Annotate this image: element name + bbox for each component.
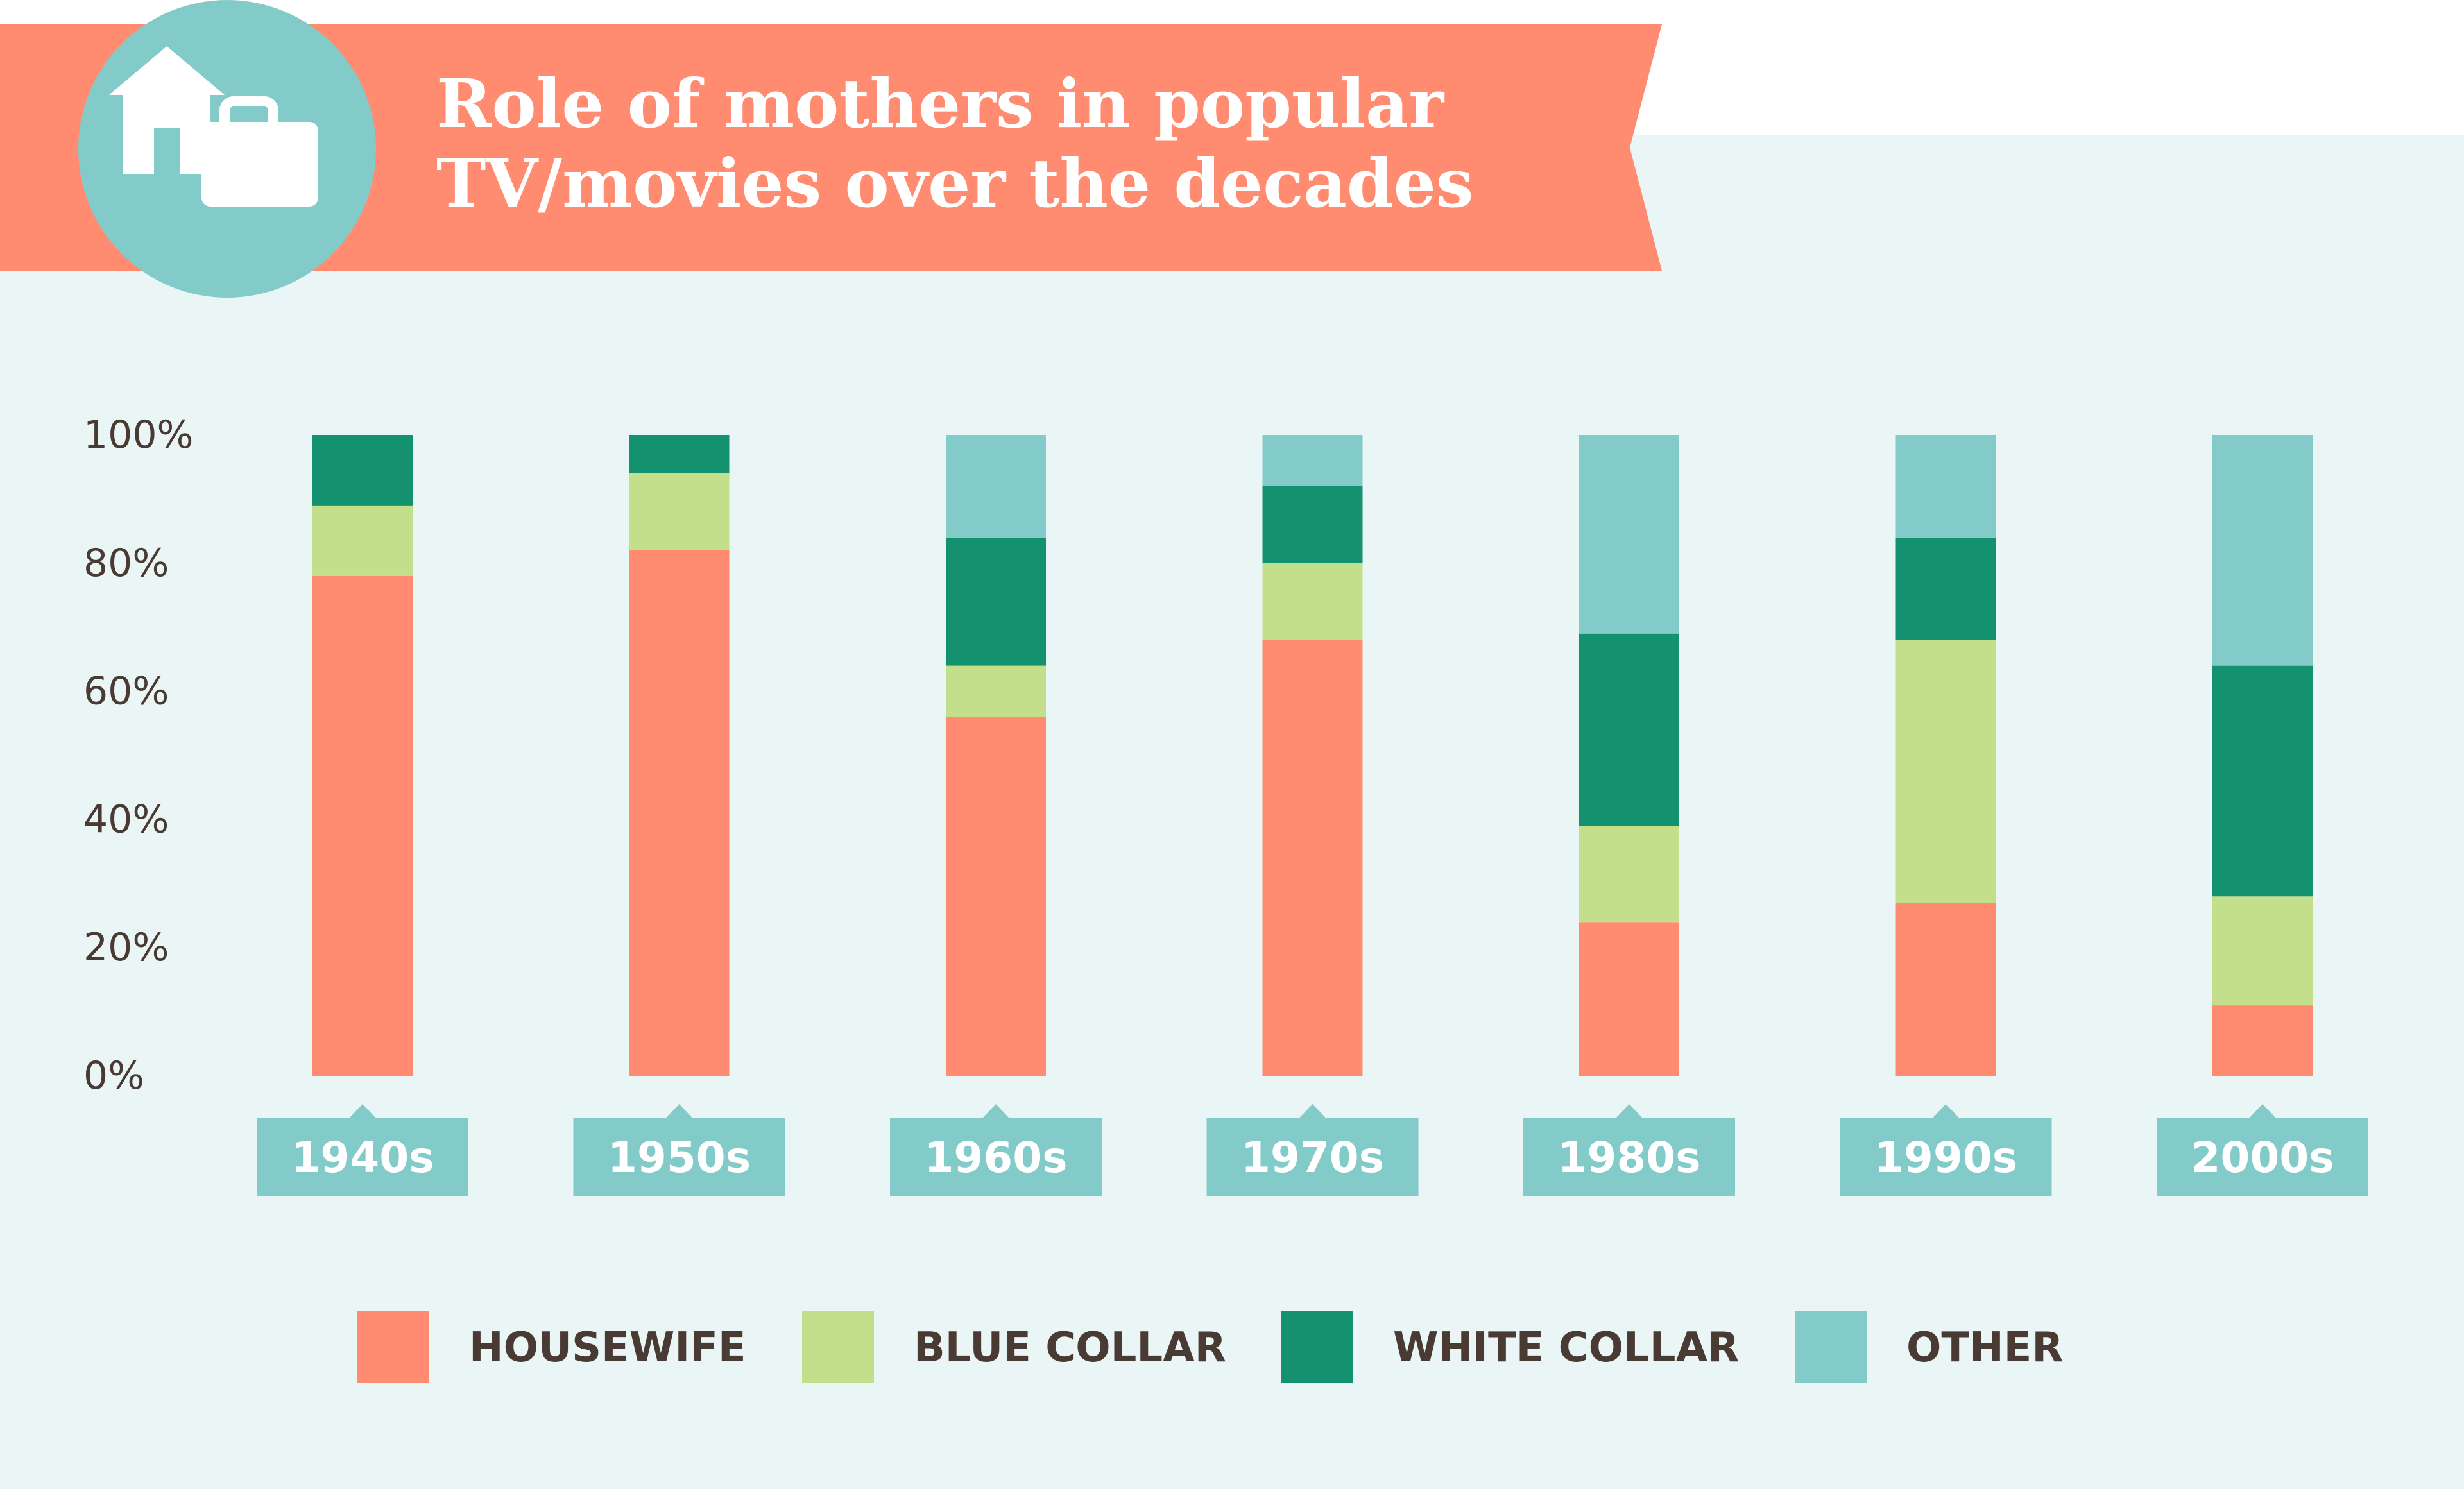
legend-swatch — [802, 1311, 874, 1383]
bar-1990s-housewife — [1895, 903, 1996, 1076]
label-box — [890, 1118, 1102, 1196]
label-box — [1206, 1118, 1419, 1196]
bar-1980s-blue-collar — [1579, 826, 1679, 923]
title-banner — [0, 24, 1662, 271]
briefcase-icon — [201, 96, 318, 207]
y-tick-label: 20% — [83, 925, 169, 970]
bar-2000s-white-collar — [2212, 665, 2313, 897]
legend-swatch — [1795, 1311, 1867, 1383]
bar-1990s-white-collar — [1895, 537, 1996, 640]
label-pointer — [1931, 1104, 1960, 1119]
label-box — [573, 1118, 785, 1196]
x-category-label: 2000s — [2157, 1104, 2368, 1196]
legend-label: HOUSEWIFE — [469, 1324, 746, 1372]
y-axis: 0% 20% 40% 60% 80% 100% — [83, 413, 194, 1098]
house-briefcase-icon — [78, 0, 376, 298]
label-pointer — [2248, 1104, 2277, 1119]
label-pointer — [665, 1104, 694, 1119]
label-pointer — [1298, 1104, 1327, 1119]
bar-1960s-blue-collar — [946, 665, 1046, 717]
x-tick-label: 1950s — [608, 1133, 751, 1182]
bar-2000s-housewife — [2212, 1005, 2313, 1076]
label-pointer — [348, 1104, 377, 1119]
bar-2000s-other — [2212, 435, 2313, 666]
legend-label: WHITE COLLAR — [1393, 1324, 1739, 1372]
legend-label: BLUE COLLAR — [914, 1324, 1226, 1372]
bar-1980s-white-collar — [1579, 633, 1679, 826]
y-tick-label: 0% — [83, 1053, 144, 1098]
x-category-label: 1990s — [1840, 1104, 2052, 1196]
chart-title: Role of mothers in popular TV/movies ove… — [436, 64, 1474, 223]
x-category-label: 1970s — [1206, 1104, 1419, 1196]
label-box — [1840, 1118, 2052, 1196]
x-tick-label: 2000s — [2191, 1133, 2334, 1182]
legend-swatch — [1281, 1311, 1353, 1383]
label-box — [2157, 1118, 2368, 1196]
x-tick-label: 1980s — [1558, 1133, 1701, 1182]
bars — [312, 435, 2313, 1076]
bar-1950s-blue-collar — [629, 473, 730, 550]
bar-1990s-blue-collar — [1895, 640, 1996, 903]
bar-1980s-other — [1579, 435, 1679, 634]
bar-1950s-white-collar — [629, 435, 730, 473]
label-box — [257, 1118, 468, 1196]
legend-item-white-collar: WHITE COLLAR — [1281, 1311, 1739, 1383]
x-axis: 1940s 1950s 1960s 1970s 1980s 1990s 2000s — [257, 1104, 2368, 1196]
x-category-label: 1980s — [1523, 1104, 1735, 1196]
bar-1960s-other — [946, 435, 1046, 538]
bar-1940s-white-collar — [312, 435, 413, 506]
label-pointer — [982, 1104, 1010, 1119]
bar-1960s-white-collar — [946, 537, 1046, 666]
bar-1960s-housewife — [946, 717, 1046, 1076]
x-tick-label: 1990s — [1874, 1133, 2017, 1182]
bar-1970s-other — [1262, 435, 1363, 486]
x-tick-label: 1970s — [1241, 1133, 1384, 1182]
legend-item-housewife: HOUSEWIFE — [357, 1311, 746, 1383]
bar-1970s-blue-collar — [1262, 563, 1363, 640]
legend-swatch — [357, 1311, 429, 1383]
label-box — [1523, 1118, 1735, 1196]
house-icon — [109, 46, 225, 174]
x-tick-label: 1940s — [291, 1133, 434, 1182]
x-category-label: 1950s — [573, 1104, 785, 1196]
y-tick-label: 100% — [83, 413, 194, 457]
x-tick-label: 1960s — [925, 1133, 1068, 1182]
label-pointer — [1615, 1104, 1643, 1119]
y-tick-label: 60% — [83, 669, 169, 714]
y-tick-label: 80% — [83, 541, 169, 586]
x-category-label: 1940s — [257, 1104, 468, 1196]
bar-1940s-blue-collar — [312, 505, 413, 576]
bar-1970s-housewife — [1262, 640, 1363, 1076]
legend-label: OTHER — [1906, 1324, 2064, 1372]
bar-1980s-housewife — [1579, 922, 1679, 1076]
bar-1940s-housewife — [312, 575, 413, 1076]
legend-item-other: OTHER — [1795, 1311, 2064, 1383]
x-category-label: 1960s — [890, 1104, 1102, 1196]
bar-1970s-white-collar — [1262, 486, 1363, 563]
bar-1990s-other — [1895, 435, 1996, 538]
y-tick-label: 40% — [83, 797, 169, 842]
bar-1950s-housewife — [629, 550, 730, 1076]
legend-item-blue-collar: BLUE COLLAR — [802, 1311, 1226, 1383]
bar-2000s-blue-collar — [2212, 896, 2313, 1006]
legend: HOUSEWIFE BLUE COLLAR WHITE COLLAR OTHER — [357, 1311, 2064, 1383]
